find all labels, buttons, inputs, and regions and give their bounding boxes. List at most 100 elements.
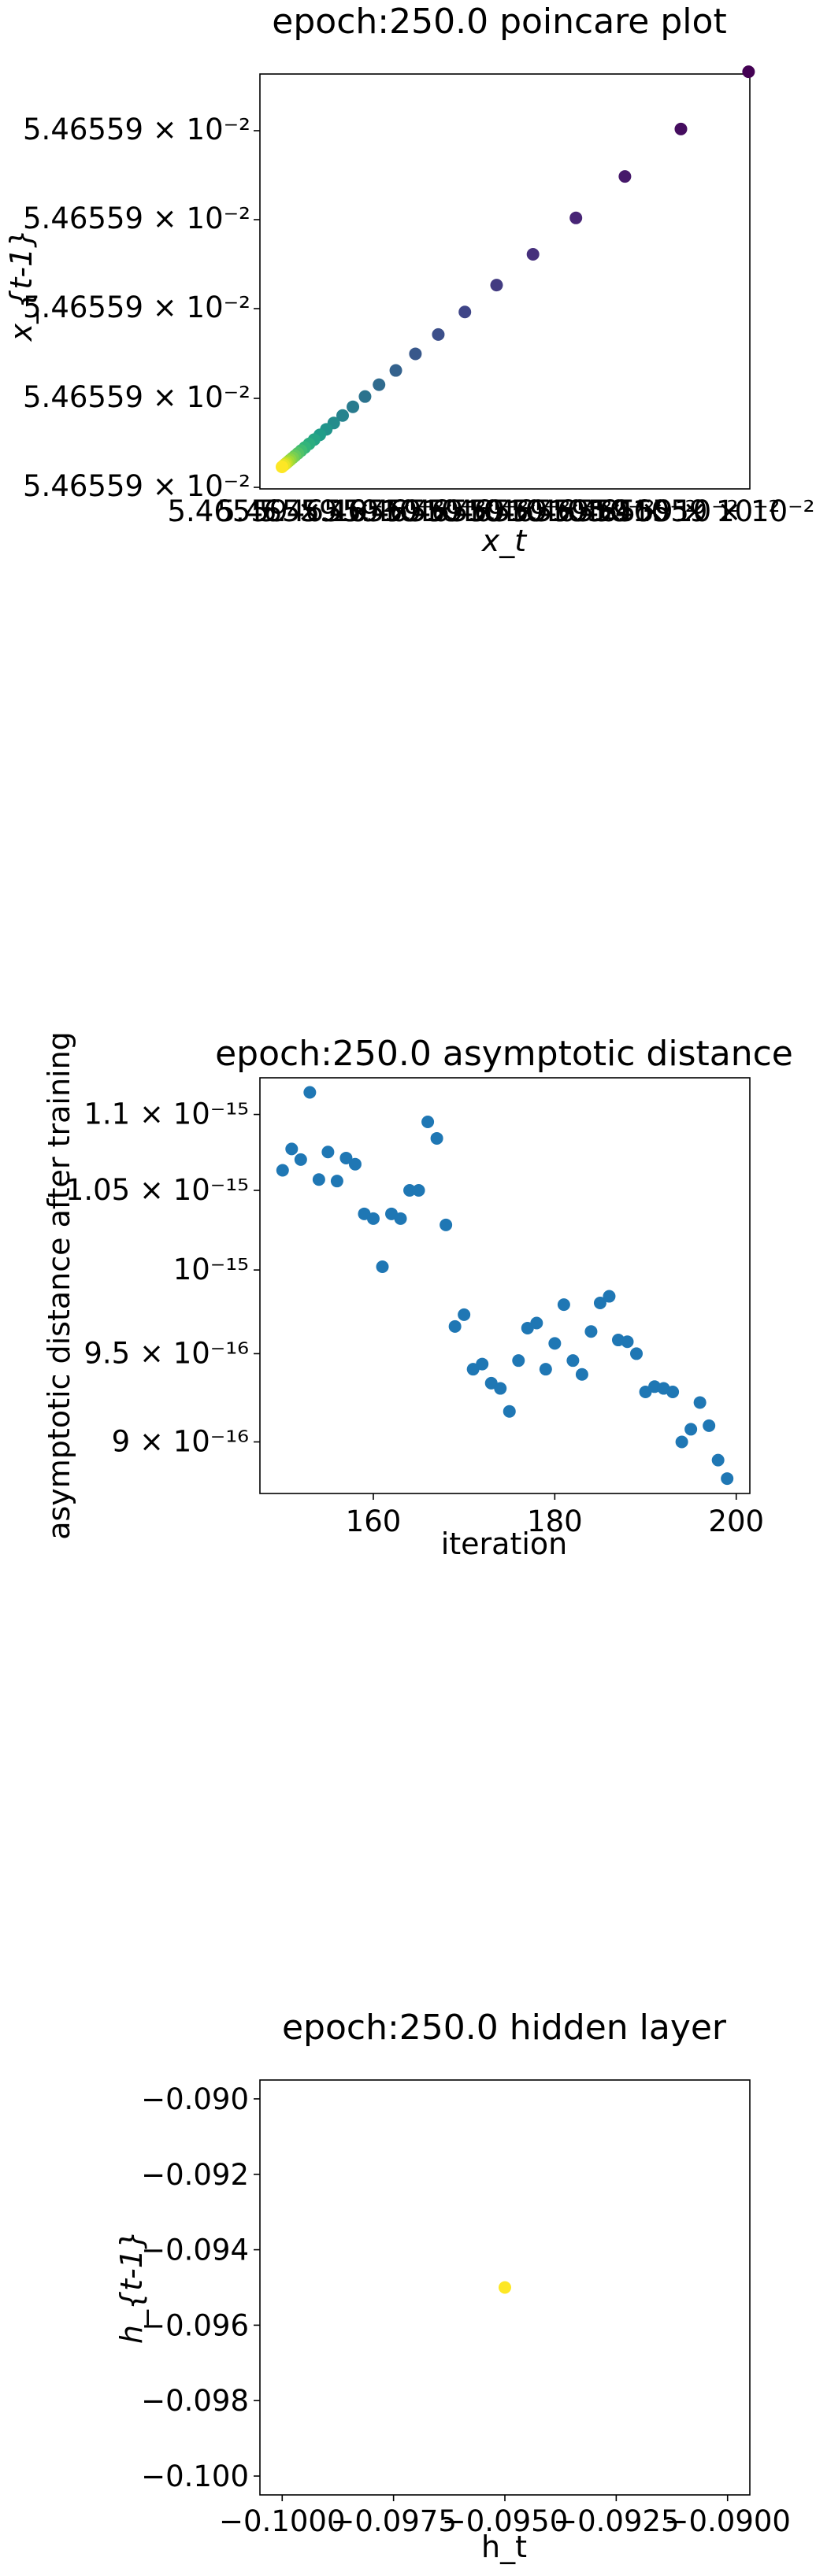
asymptotic-distance-point xyxy=(494,1382,507,1395)
asymptotic-distance-point xyxy=(394,1212,407,1225)
asymptotic-distance-point xyxy=(703,1419,716,1432)
poincare-x-tick-label: 5.46559 × 10⁻² xyxy=(302,494,529,528)
asymptotic-distance-point xyxy=(458,1308,471,1321)
asymptotic-distance-point xyxy=(721,1472,734,1486)
hidden-layer-x-tick-label: −0.0900 xyxy=(664,2504,790,2538)
asymptotic-distance-point xyxy=(421,1116,435,1129)
asymptotic-distance-point xyxy=(584,1325,598,1338)
hidden-layer-x-tick-label: −0.1000 xyxy=(219,2504,345,2538)
poincare-y-tick-label: 5.46559 × 10⁻² xyxy=(23,202,250,235)
poincare-point xyxy=(618,170,632,183)
asymptotic-distance-point xyxy=(512,1354,525,1368)
poincare-point xyxy=(389,364,402,377)
hidden-layer-y-tick-label: −0.098 xyxy=(141,2384,249,2418)
asymptotic-distance-point xyxy=(303,1086,317,1099)
hidden-layer-y-tick-label: −0.096 xyxy=(141,2308,249,2342)
asymptotic-distance-point xyxy=(339,1151,353,1164)
asymptotic-distance-point xyxy=(348,1157,362,1171)
asymptotic-distance-x-tick-label: 160 xyxy=(346,1505,402,1538)
hidden-layer-y-tick-label: −0.090 xyxy=(141,2082,249,2116)
poincare-y-tick-label: 5.46559 × 10⁻² xyxy=(23,380,250,414)
hidden-layer-y-tick-label: −0.100 xyxy=(141,2459,249,2493)
asymptotic-distance-x-ticks: 160 180 200 xyxy=(346,1493,764,1538)
poincare-point xyxy=(526,247,540,261)
hidden-layer-y-ticks: −0.100 −0.098 −0.096 −0.094 −0.092 −0.090 xyxy=(141,2082,260,2493)
asymptotic-distance-point xyxy=(476,1357,489,1371)
poincare-point xyxy=(742,65,755,79)
poincare-x-tick-label: 5.46559 × 10⁻² xyxy=(343,494,571,528)
asymptotic-distance-y-tick-label: 9.5 × 10⁻¹⁶ xyxy=(83,1336,249,1370)
asymptotic-distance-point xyxy=(684,1423,698,1436)
hidden-layer-x-tick-label: −0.0925 xyxy=(553,2504,679,2538)
poincare-x-tick-label: 5.46559 × 10⁻² xyxy=(588,494,815,528)
poincare-x-tick-label: 5.46559 × 10⁻² xyxy=(428,494,655,528)
asymptotic-distance-point xyxy=(557,1298,570,1312)
hidden-layer-points xyxy=(499,2281,511,2294)
asymptotic-distance-point xyxy=(593,1296,606,1309)
asymptotic-distance-y-tick-label: 10⁻¹⁵ xyxy=(173,1253,249,1286)
asymptotic-distance-point xyxy=(430,1131,443,1145)
asymptotic-distance-point xyxy=(621,1335,634,1349)
asymptotic-distance-point xyxy=(276,1164,289,1177)
hidden-layer-y-tick-label: −0.094 xyxy=(141,2234,249,2267)
poincare-plot-points xyxy=(276,65,755,473)
poincare-y-tick-label: 5.46559 × 10⁻² xyxy=(23,469,250,503)
poincare-x-tick-label: 5.46559 × 10⁻² xyxy=(553,494,781,528)
asymptotic-distance-point xyxy=(312,1173,325,1186)
asymptotic-distance-chart: epoch:250.0 asymptotic distance 9 × 10⁻¹… xyxy=(42,1031,793,1561)
poincare-point xyxy=(432,328,445,341)
poincare-point xyxy=(409,347,422,361)
asymptotic-distance-point xyxy=(448,1319,462,1333)
poincare-x-tick-label: 5.46559 × 10⁻² xyxy=(259,494,487,528)
hidden-layer-chart: epoch:250.0 hidden layer −0.100−0.098−0.… xyxy=(114,2008,791,2564)
asymptotic-distance-title: epoch:250.0 asymptotic distance xyxy=(215,1034,793,1074)
poincare-y-tick-label: 5.46559 × 10⁻² xyxy=(23,291,250,324)
asymptotic-distance-point xyxy=(321,1146,335,1159)
poincare-plot-title: epoch:250.0 poincare plot xyxy=(272,2,726,42)
poincare-point xyxy=(674,122,688,135)
poincare-point xyxy=(458,305,472,319)
asymptotic-distance-y-tick-label: 9 × 10⁻¹⁶ xyxy=(112,1424,249,1458)
poincare-plot-axes-frame xyxy=(259,73,751,490)
poincare-point xyxy=(358,390,372,403)
asymptotic-distance-y-ticks: 9 × 10⁻¹⁶ 9.5 × 10⁻¹⁶ 10⁻¹⁵ 1.05 × 10⁻¹⁵ 1.1… xyxy=(65,1097,260,1458)
asymptotic-distance-point xyxy=(403,1183,417,1197)
hidden-layer-y-axis-label: h_{t-1} xyxy=(114,2230,149,2344)
asymptotic-distance-point xyxy=(548,1337,562,1350)
asymptotic-distance-point xyxy=(711,1453,725,1467)
poincare-x-tick-label: 5.46559 × 10⁻² xyxy=(168,494,395,528)
poincare-y-tick-label: 5.46559 × 10⁻² xyxy=(23,113,250,146)
hidden-layer-x-tick-label: −0.0950 xyxy=(442,2504,568,2538)
asymptotic-distance-point xyxy=(675,1435,688,1449)
hidden-layer-y-tick-label: −0.092 xyxy=(141,2158,249,2192)
asymptotic-distance-x-tick-label: 200 xyxy=(708,1505,764,1538)
poincare-y-axis-label: x_{t-1} xyxy=(4,229,39,342)
asymptotic-distance-point xyxy=(412,1183,425,1197)
poincare-point xyxy=(336,409,350,422)
poincare-point xyxy=(569,211,583,224)
poincare-x-tick-label: 5.46559 × 10⁻² xyxy=(217,494,445,528)
poincare-point xyxy=(276,461,288,473)
asymptotic-distance-x-axis-label: iteration xyxy=(441,1527,568,1561)
poincare-point xyxy=(347,400,360,413)
asymptotic-distance-point xyxy=(366,1212,380,1225)
asymptotic-distance-point xyxy=(530,1316,543,1330)
asymptotic-distance-point xyxy=(630,1347,644,1360)
hidden-layer-point xyxy=(499,2281,511,2294)
asymptotic-distance-point xyxy=(693,1396,707,1409)
asymptotic-distance-point xyxy=(566,1354,580,1368)
asymptotic-distance-point xyxy=(666,1385,680,1398)
hidden-layer-x-tick-label: −0.0975 xyxy=(330,2504,456,2538)
asymptotic-distance-point xyxy=(603,1290,616,1303)
hidden-layer-x-ticks: −0.1000−0.0975−0.0950−0.0925−0.0900 xyxy=(219,2495,791,2538)
asymptotic-distance-point xyxy=(575,1368,588,1381)
asymptotic-distance-point xyxy=(503,1405,516,1418)
poincare-x-tick-label: 5.46559 × 10⁻² xyxy=(385,494,613,528)
asymptotic-distance-y-tick-label: 1.05 × 10⁻¹⁵ xyxy=(65,1173,249,1207)
asymptotic-distance-point xyxy=(376,1260,389,1273)
poincare-point xyxy=(490,279,503,292)
hidden-layer-title: epoch:250.0 hidden layer xyxy=(282,2008,727,2048)
asymptotic-distance-point xyxy=(330,1175,343,1188)
poincare-x-axis-label: x_t xyxy=(481,524,528,558)
